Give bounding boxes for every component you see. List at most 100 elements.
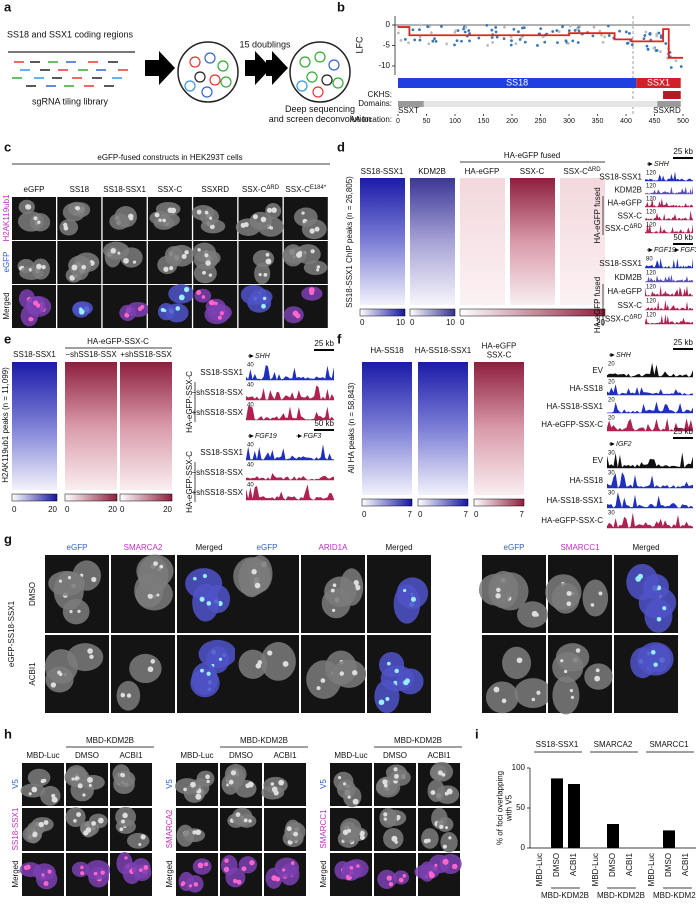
- focus: [205, 260, 211, 266]
- protein-bar: [398, 78, 637, 88]
- column-label: ARID1A: [319, 543, 349, 552]
- guide-dot: [514, 42, 518, 46]
- track-signal: [607, 418, 693, 431]
- focus: [91, 576, 97, 583]
- focus: [662, 606, 667, 611]
- label-text: SSX-C: [605, 315, 630, 324]
- colorbar-tick-label: 7: [520, 510, 525, 519]
- nucleus: [514, 678, 552, 709]
- axis-label: LFC: [354, 36, 364, 54]
- guide-dot: [503, 25, 506, 29]
- focus: [423, 838, 429, 844]
- x-tick-label: 450: [649, 118, 661, 125]
- focus: [158, 218, 162, 222]
- focus: [224, 858, 229, 863]
- nucleus: [274, 857, 300, 878]
- column-label: MBD-Luc: [334, 751, 367, 760]
- track-label: −shSS18-SSX: [192, 468, 244, 477]
- focus: [258, 273, 262, 277]
- nucleus: [157, 302, 175, 321]
- panel-label: b: [337, 0, 345, 14]
- focus: [178, 294, 185, 301]
- nucleus: [551, 582, 580, 614]
- focus: [236, 879, 242, 885]
- domain-track: [398, 101, 681, 107]
- nucleus: [136, 554, 174, 588]
- nucleus: [153, 216, 175, 230]
- focus: [293, 831, 299, 837]
- track-signal: [607, 512, 693, 528]
- guide-dot: [468, 32, 471, 35]
- gene-label: FGF3: [303, 433, 321, 440]
- micrograph: [110, 852, 152, 896]
- track-max: 30: [608, 491, 615, 497]
- guide-dot: [576, 27, 579, 31]
- focus: [452, 863, 458, 870]
- guide-dot: [490, 36, 494, 39]
- focus: [388, 881, 394, 887]
- focus: [195, 829, 202, 836]
- colorbar: [11, 493, 58, 502]
- micrograph: [545, 555, 612, 633]
- focus: [394, 668, 399, 674]
- heatmap: [410, 178, 455, 305]
- guide-dot: [652, 46, 656, 50]
- nucleus: [114, 206, 137, 228]
- focus: [278, 779, 285, 786]
- focus: [205, 774, 210, 780]
- guide-dot: [518, 38, 522, 41]
- focus: [495, 593, 501, 599]
- label-sup: ΔRD: [266, 185, 279, 191]
- guide-dot: [567, 29, 571, 33]
- track-label: SS18-SSX1: [200, 368, 243, 377]
- panel-label: e: [4, 331, 11, 346]
- guide-dot: [460, 39, 463, 43]
- micrograph: [147, 284, 195, 328]
- nucleus: [168, 244, 195, 267]
- nucleus: [396, 668, 424, 695]
- group-label: HA-eGFP fused: [593, 277, 602, 333]
- gene-label: FGF3: [680, 247, 696, 254]
- track-max: 120: [646, 313, 657, 319]
- focus: [88, 783, 92, 787]
- row-label: SMARCC1: [319, 809, 328, 849]
- track-max: 40: [247, 483, 254, 489]
- focus: [218, 657, 223, 661]
- micrograph: [367, 635, 431, 714]
- track-max: 120: [646, 271, 657, 277]
- heatmap: [474, 362, 524, 495]
- nucleus: [379, 807, 398, 828]
- focus: [41, 873, 45, 877]
- focus: [80, 865, 84, 870]
- nucleus: [71, 861, 90, 878]
- focus: [80, 871, 85, 876]
- colorbar-tick-label: 10: [446, 318, 455, 327]
- row-label: ACBI1: [28, 662, 37, 686]
- focus: [439, 824, 444, 829]
- focus: [201, 295, 206, 299]
- nucleus: [103, 241, 130, 260]
- micrograph: [177, 635, 241, 713]
- focus: [122, 812, 128, 819]
- focus: [378, 699, 385, 706]
- focus: [394, 773, 399, 779]
- focus: [402, 874, 407, 878]
- guide-dot: [603, 35, 607, 39]
- focus: [209, 224, 215, 230]
- focus: [260, 216, 267, 223]
- row-label: Merged: [165, 860, 174, 887]
- focus: [228, 779, 234, 785]
- x-tick-label: 200: [506, 118, 518, 125]
- column-label: SSX-CE184*: [285, 185, 326, 195]
- focus: [97, 817, 104, 824]
- nucleus: [485, 681, 519, 714]
- focus: [163, 309, 167, 313]
- guide-dot: [445, 42, 449, 46]
- micrograph: [418, 761, 460, 806]
- focus: [30, 317, 34, 321]
- focus: [204, 253, 209, 258]
- nucleus: [374, 679, 400, 714]
- guide-dot: [509, 43, 513, 47]
- guide-dot: [573, 29, 577, 32]
- colorbar-tick-label: 0: [410, 318, 415, 327]
